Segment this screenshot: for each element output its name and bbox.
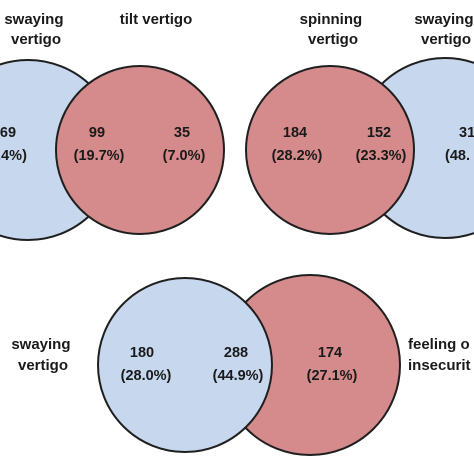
venn-1-right-label: tilt vertigo	[120, 11, 193, 28]
venn-2-left-label: spinning vertigo	[300, 11, 367, 48]
venn-1-right-only-value: 35 (7.0%)	[163, 125, 206, 164]
venn-3-left-label: swaying vertigo	[11, 336, 74, 374]
venn-diagram-1: swaying vertigo tilt vertigo 69 .4%) 99 …	[0, 11, 225, 241]
venn-2-overlap-value: 152 (23.3%)	[356, 125, 407, 164]
venn-3-right-only-value: 174 (27.1%)	[307, 345, 358, 384]
venn-2-set-spinning-circle	[245, 65, 415, 235]
venn-1-set-tilt-circle	[55, 65, 225, 235]
venn-3-set-swaying-circle	[97, 277, 273, 453]
venn-2-right-only-value: 31 (48.	[445, 125, 474, 164]
venn-1-left-label: swaying vertigo	[4, 11, 67, 48]
venn-diagram-3: swaying vertigo feeling o insecurit 180 …	[11, 274, 474, 456]
venn-2-right-label: swaying vertigo	[414, 11, 474, 48]
venn-diagram-2: spinning vertigo swaying vertigo 184 (28…	[245, 11, 474, 239]
venn-3-left-only-value: 180 (28.0%)	[121, 345, 172, 384]
venn-3-right-label: feeling o insecurit	[408, 336, 474, 374]
venn-1-left-only-value: 69 .4%)	[0, 125, 27, 164]
venn-2-left-only-value: 184 (28.2%)	[272, 125, 323, 164]
venn-1-overlap-value: 99 (19.7%)	[74, 125, 125, 164]
venn-3-overlap-value: 288 (44.9%)	[213, 345, 264, 384]
